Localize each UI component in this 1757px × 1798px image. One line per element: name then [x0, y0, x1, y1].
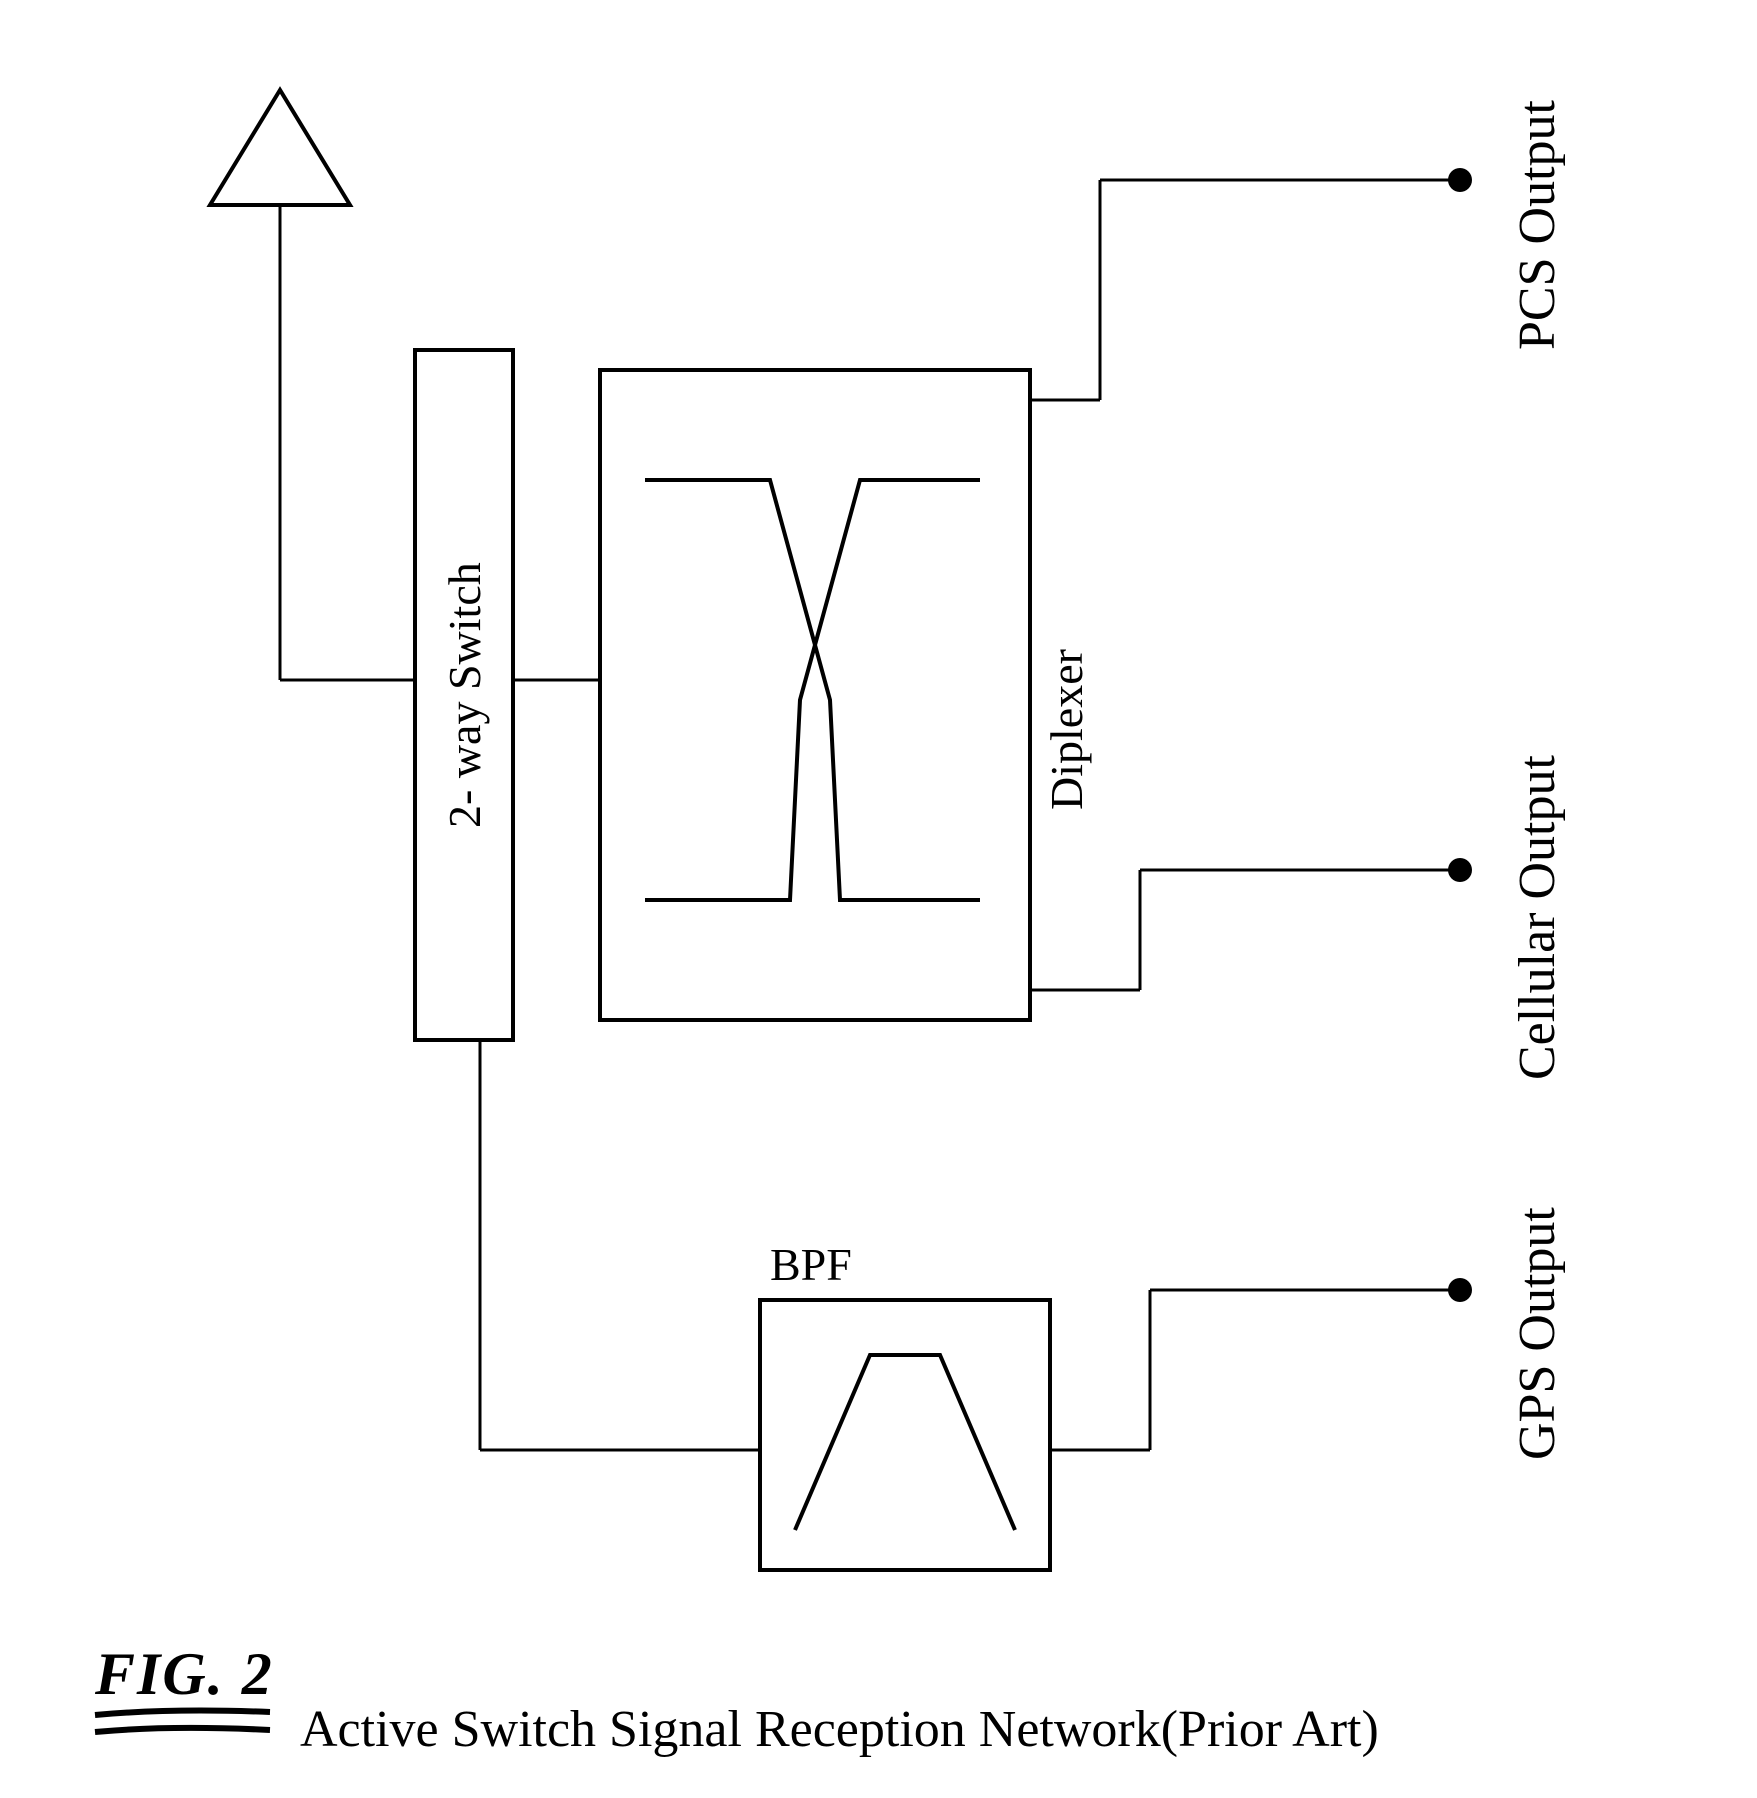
- antenna-icon: [210, 90, 350, 680]
- bpf-label: BPF: [770, 1238, 852, 1291]
- figure-label: FIG. 2: [95, 1640, 274, 1709]
- diplexer-block: [600, 370, 1030, 1020]
- diplexer-label: Diplexer: [1040, 590, 1093, 810]
- pcs-output-label: PCS Output: [1508, 50, 1567, 350]
- wire-diplexer-pcs: [1030, 168, 1472, 400]
- diagram-title: Active Switch Signal Reception Network(P…: [300, 1700, 1379, 1759]
- wire-bpf-gps: [1050, 1278, 1472, 1450]
- wire-switch-bpf: [480, 1040, 760, 1450]
- cellular-output-label: Cellular Output: [1508, 680, 1567, 1080]
- gps-output-label: GPS Output: [1508, 1140, 1567, 1460]
- wire-diplexer-cellular: [1030, 858, 1472, 990]
- switch-label: 2- way Switch: [438, 520, 491, 870]
- figlabel-underline: [95, 1711, 270, 1732]
- diagram-canvas: [0, 0, 1757, 1798]
- bpf-block: [760, 1300, 1050, 1570]
